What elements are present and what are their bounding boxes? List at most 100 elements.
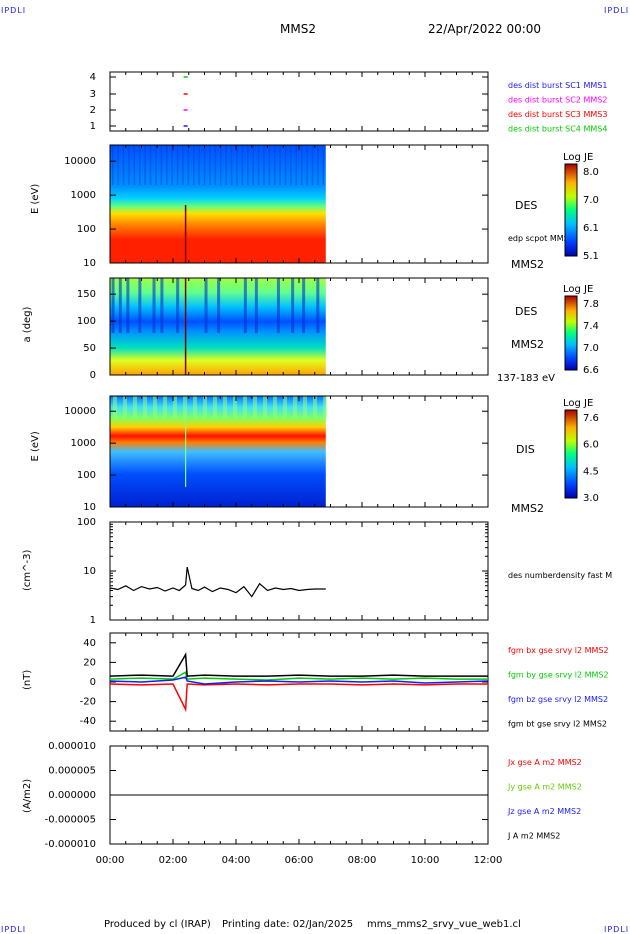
availability-frame: [109, 71, 489, 132]
des-energy-stripe: [133, 145, 136, 185]
fgm-y-tick-label: -40: [80, 716, 96, 727]
dis-energy-colorbar-tick: 3.0: [583, 493, 599, 504]
des-pitch-y-tick-label: 0: [90, 370, 96, 381]
des-energy-stripe: [311, 145, 314, 185]
des-energy-stripe: [128, 145, 130, 185]
density-ylabel: (cm^-3): [22, 550, 33, 591]
des-energy-stripe: [182, 145, 184, 185]
dis-energy-stripe: [153, 396, 157, 418]
dis-energy-instrument-label: DIS: [516, 443, 535, 456]
des-pitch-stripe: [291, 278, 295, 333]
density-series-line: [109, 566, 326, 598]
dis-energy-stripe: [213, 396, 217, 418]
des-energy-stripe: [193, 145, 195, 185]
fgm-series-line: [109, 676, 489, 685]
des-energy-scpot-label: edp scpot MMS2: [508, 234, 574, 243]
fgm-legend-entry: fgm bt gse srvy l2 MMS2: [508, 720, 607, 729]
des-energy-stripe: [187, 145, 190, 185]
des-pitch-stripe: [118, 278, 122, 333]
x-axis-tick-label: 00:00: [96, 855, 125, 866]
dis-energy-stripe: [243, 396, 247, 418]
des-pitch-stripe: [138, 278, 142, 333]
availability-legend-entry: des dist burst SC4 MMS4: [508, 125, 607, 134]
top-right-corner-label: IPDLI: [604, 6, 630, 15]
des-energy-y-tick-label: 100: [77, 224, 96, 235]
fgm-legend-entry: fgm bz gse srvy l2 MMS2: [508, 695, 608, 704]
x-axis-tick-label: 06:00: [285, 855, 314, 866]
des-energy-stripe: [268, 145, 271, 185]
des-pitch-stripe: [316, 278, 320, 333]
fgm-y-tick-label: 0: [90, 677, 96, 688]
des-energy-y-tick-label: 1000: [71, 190, 96, 201]
dis-energy-stripe: [253, 396, 257, 418]
availability-legend-entry: des dist burst SC3 MMS3: [508, 110, 607, 119]
x-axis-tick-label: 08:00: [348, 855, 377, 866]
des-energy-stripe: [247, 145, 249, 185]
current-legend-entry: Jx gse A m2 MMS2: [507, 758, 582, 767]
des-energy-stripe: [149, 145, 152, 185]
des-pitch-energy-label: 137-183 eV: [497, 373, 555, 384]
dis-energy-stripe: [143, 396, 147, 418]
density-frame: [109, 521, 489, 621]
des-energy-stripe: [112, 145, 114, 185]
dis-energy-stripe: [273, 396, 277, 418]
dis-energy-sc-label: MMS2: [511, 502, 544, 515]
des-energy-stripe: [284, 145, 287, 185]
availability-y-tick-label: 4: [90, 72, 96, 83]
current-legend-entry: J A m2 MMS2: [507, 832, 560, 841]
bottom-left-corner-label: IPDLI: [1, 925, 27, 934]
dis-energy-stripe: [133, 396, 137, 418]
des-pitch-stripe: [111, 278, 115, 333]
fgm-y-tick-label: 20: [83, 657, 96, 668]
dis-energy-colorbar-title: Log JE: [563, 398, 593, 409]
fgm-series-line: [109, 671, 488, 681]
availability-y-tick-label: 1: [90, 121, 96, 132]
dis-energy-stripe: [323, 396, 327, 418]
des-pitch-colorbar-tick: 7.4: [583, 321, 599, 332]
des-pitch-stripe: [254, 278, 258, 333]
des-energy-colorbar-tick: 5.1: [583, 251, 599, 262]
des-energy-stripe: [257, 145, 260, 185]
des-energy-stripe: [160, 145, 163, 185]
des-pitch-stripe: [176, 278, 180, 333]
dis-energy-ylabel: E (eV): [30, 431, 41, 461]
fgm-series-line: [109, 683, 488, 713]
des-pitch-colorbar-title: Log JE: [563, 284, 593, 295]
spacecraft-title: MMS2: [280, 22, 316, 36]
dis-energy-stripe: [193, 396, 197, 418]
x-axis-tick-label: 10:00: [411, 855, 440, 866]
dis-energy-colorbar-tick: 6.0: [583, 440, 599, 451]
des-energy-y-tick-label: 10000: [64, 156, 96, 167]
des-pitch-sc-label: MMS2: [511, 338, 544, 351]
dis-energy-stripe: [163, 396, 167, 418]
footer-printing-date: Printing date: 02/Jan/2025: [222, 919, 354, 930]
density-y-tick-label: 10: [83, 566, 96, 577]
des-energy-y-tick-label: 10: [83, 258, 96, 269]
dis-energy-stripe: [183, 396, 187, 418]
dis-energy-y-tick-label: 1000: [71, 438, 96, 449]
dis-energy-stripe: [233, 396, 237, 418]
des-energy-colorbar-tick: 7.0: [583, 195, 599, 206]
des-pitch-stripe: [276, 278, 280, 333]
fgm-ylabel: (nT): [22, 670, 33, 690]
x-axis-tick-label: 12:00: [474, 855, 503, 866]
dis-energy-colorbar-tick: 7.6: [583, 413, 599, 424]
dis-energy-stripe: [283, 396, 287, 418]
footer-producer: Produced by cl (IRAP): [104, 919, 211, 930]
des-pitch-colorbar-tick: 6.6: [583, 365, 599, 376]
dis-energy-stripe: [113, 396, 117, 418]
x-axis-tick-label: 04:00: [222, 855, 251, 866]
dis-energy-stripe: [313, 396, 317, 418]
des-energy-stripe: [198, 145, 200, 185]
des-energy-instrument-label: DES: [515, 199, 537, 212]
current-y-tick-label: 0.000000: [48, 790, 96, 801]
des-pitch-y-tick-label: 150: [77, 289, 96, 300]
des-energy-stripe: [139, 145, 141, 185]
dis-energy-stripe: [203, 396, 207, 418]
current-y-tick-label: 0.000005: [48, 766, 96, 777]
des-energy-stripe: [214, 145, 217, 185]
des-energy-stripe: [295, 145, 298, 185]
current-y-tick-label: 0.000010: [48, 741, 96, 752]
des-energy-stripe: [236, 145, 238, 185]
